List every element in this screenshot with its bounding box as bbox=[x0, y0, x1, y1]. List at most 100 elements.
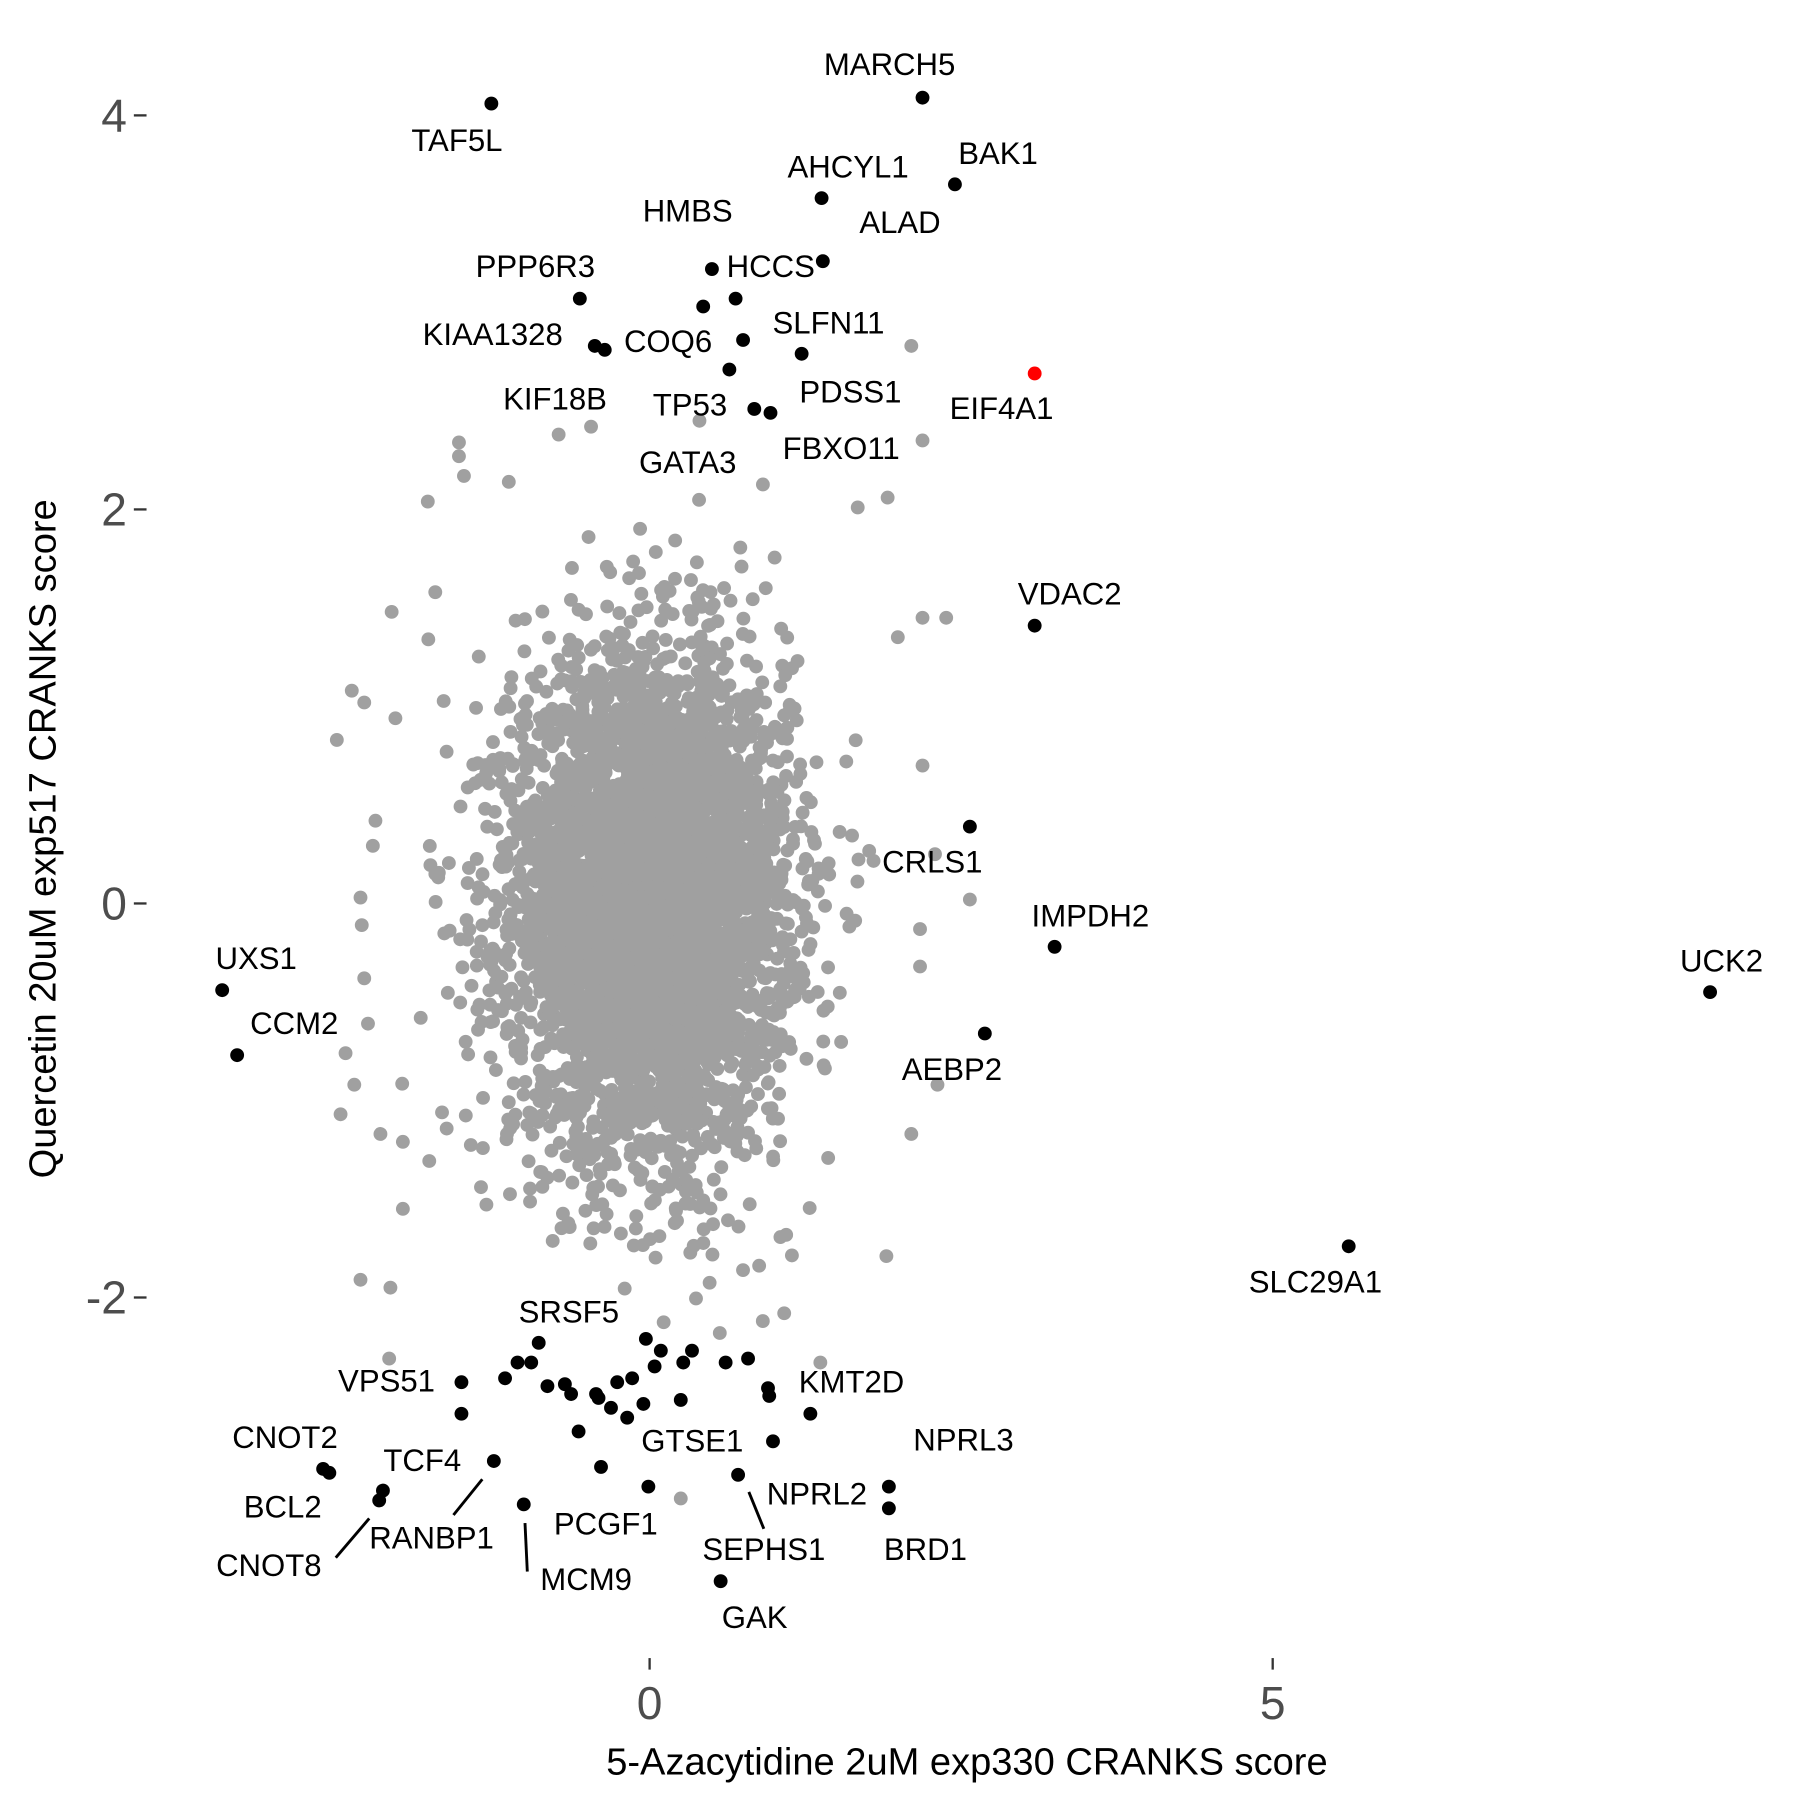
background-point bbox=[550, 713, 565, 727]
background-point bbox=[569, 662, 584, 677]
background-point bbox=[714, 801, 729, 816]
background-point bbox=[719, 712, 734, 726]
background-point bbox=[702, 816, 717, 830]
background-point bbox=[731, 1038, 746, 1053]
background-point bbox=[528, 948, 543, 963]
background-point bbox=[483, 1050, 498, 1065]
background-point bbox=[689, 555, 704, 570]
background-point bbox=[470, 756, 485, 771]
background-point bbox=[572, 1158, 587, 1173]
background-point bbox=[621, 767, 635, 782]
background-point bbox=[656, 713, 671, 728]
background-point bbox=[506, 1076, 521, 1091]
background-point bbox=[517, 644, 532, 659]
background-point bbox=[760, 731, 775, 746]
background-point bbox=[559, 789, 574, 804]
background-point bbox=[365, 838, 380, 853]
background-point bbox=[474, 1180, 488, 1195]
background-point bbox=[598, 832, 613, 847]
background-point bbox=[705, 872, 720, 887]
background-point bbox=[731, 1219, 746, 1234]
background-point bbox=[682, 1007, 697, 1022]
background-point bbox=[718, 889, 733, 904]
background-point bbox=[479, 1197, 494, 1212]
background-point bbox=[621, 643, 636, 657]
background-point bbox=[584, 642, 598, 657]
background-point bbox=[579, 827, 594, 842]
background-point bbox=[471, 649, 486, 664]
background-point bbox=[475, 1141, 490, 1156]
background-point bbox=[570, 735, 585, 750]
background-point bbox=[752, 963, 767, 978]
background-point bbox=[675, 829, 690, 844]
background-point bbox=[657, 1138, 672, 1153]
background-point bbox=[635, 635, 650, 650]
background-point bbox=[523, 1194, 537, 1209]
background-point bbox=[471, 880, 486, 895]
background-point bbox=[518, 612, 532, 627]
background-point bbox=[615, 666, 630, 681]
background-point bbox=[512, 813, 527, 828]
background-point bbox=[657, 1106, 672, 1121]
background-point bbox=[740, 920, 755, 935]
background-point bbox=[780, 897, 795, 912]
background-point bbox=[683, 801, 698, 816]
background-point bbox=[617, 1281, 632, 1296]
background-point bbox=[633, 1133, 648, 1148]
background-point bbox=[624, 756, 639, 771]
background-point bbox=[514, 1045, 529, 1060]
background-point bbox=[564, 674, 579, 689]
background-point bbox=[588, 717, 603, 732]
background-point bbox=[718, 989, 733, 1004]
background-point bbox=[700, 739, 715, 753]
background-point bbox=[549, 1106, 564, 1121]
background-point bbox=[592, 962, 607, 976]
background-point bbox=[771, 1111, 785, 1126]
background-point bbox=[743, 1039, 757, 1054]
background-point bbox=[514, 1010, 529, 1025]
background-point bbox=[761, 991, 776, 1006]
background-point bbox=[591, 789, 606, 804]
background-point bbox=[550, 676, 565, 691]
background-point bbox=[699, 1026, 714, 1041]
background-point bbox=[652, 1229, 667, 1244]
background-point bbox=[770, 911, 784, 926]
background-point bbox=[593, 1083, 608, 1098]
background-point bbox=[736, 1263, 750, 1278]
background-point bbox=[658, 913, 672, 928]
background-point bbox=[516, 718, 530, 733]
background-point bbox=[630, 879, 645, 893]
background-point bbox=[579, 1168, 594, 1183]
background-point bbox=[461, 1047, 476, 1062]
background-point bbox=[628, 711, 643, 726]
background-point bbox=[693, 845, 708, 859]
background-point bbox=[435, 1105, 449, 1120]
background-point bbox=[538, 1040, 553, 1054]
background-point bbox=[748, 761, 763, 776]
background-point bbox=[751, 1022, 766, 1037]
background-point bbox=[737, 857, 752, 872]
background-point bbox=[569, 1109, 584, 1124]
background-point bbox=[645, 925, 660, 940]
background-point bbox=[635, 1101, 650, 1116]
background-point bbox=[566, 899, 581, 914]
background-point bbox=[821, 1151, 836, 1165]
background-point bbox=[839, 754, 854, 769]
background-point bbox=[585, 859, 600, 874]
background-point bbox=[608, 808, 623, 823]
background-point bbox=[663, 649, 678, 664]
background-point bbox=[684, 918, 699, 932]
background-point bbox=[537, 938, 552, 953]
background-point bbox=[436, 694, 451, 708]
background-point bbox=[809, 755, 824, 770]
background-point bbox=[780, 916, 795, 931]
background-point bbox=[658, 633, 673, 647]
background-point bbox=[783, 932, 798, 947]
background-point bbox=[645, 1179, 660, 1194]
background-point bbox=[634, 771, 649, 786]
background-point bbox=[741, 813, 756, 828]
background-point bbox=[773, 679, 788, 694]
background-point bbox=[502, 941, 517, 956]
background-point bbox=[731, 1087, 746, 1102]
background-point bbox=[772, 1058, 787, 1073]
